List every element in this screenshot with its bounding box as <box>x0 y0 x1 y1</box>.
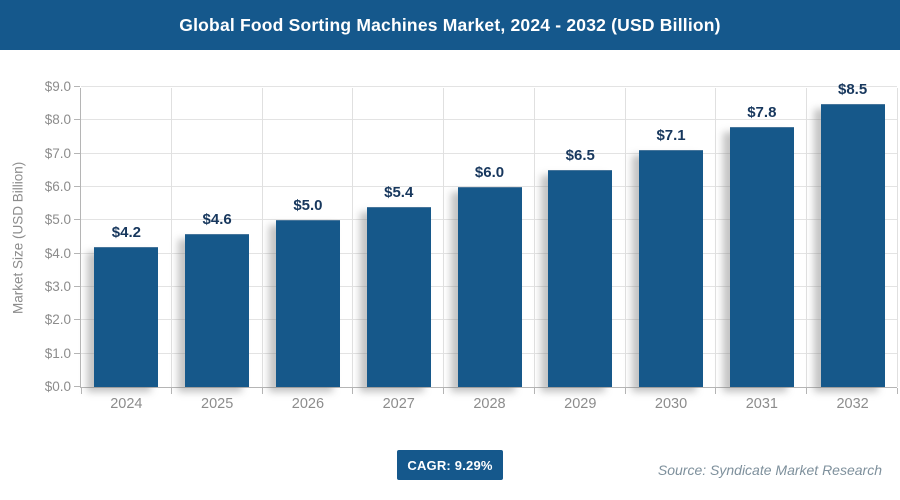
y-tick-label: $5.0 <box>44 212 71 228</box>
x-axis-tick <box>624 388 626 394</box>
y-axis-tick <box>74 119 80 121</box>
gridline-vertical <box>352 88 354 387</box>
y-axis-tick <box>74 252 80 254</box>
y-tick-label: $9.0 <box>44 79 71 94</box>
gridline-horizontal <box>81 119 897 121</box>
bar-value-label: $7.1 <box>656 127 686 145</box>
x-axis-tick <box>533 388 535 394</box>
gridline-vertical <box>170 88 172 387</box>
chart-title: Global Food Sorting Machines Market, 202… <box>179 14 721 35</box>
bar <box>185 233 250 387</box>
x-axis-tick <box>170 388 172 394</box>
gridline-vertical <box>443 88 445 387</box>
bar-value-label: $4.2 <box>111 224 141 241</box>
bar-value-label: $6.5 <box>565 147 595 165</box>
x-tick-label: 2031 <box>745 396 778 412</box>
y-axis-tick <box>74 152 80 154</box>
gridline-horizontal <box>81 186 897 187</box>
gridline-vertical <box>715 88 717 387</box>
gridline-vertical <box>897 88 898 387</box>
y-tick-label: $1.0 <box>44 345 71 361</box>
x-axis-tick <box>806 388 808 394</box>
y-tick-label: $4.0 <box>44 245 71 261</box>
bar-value-label: $7.8 <box>747 104 777 121</box>
bar-value-label: $5.0 <box>293 197 323 215</box>
y-tick-label: $7.0 <box>44 145 71 161</box>
x-axis-tick <box>352 388 354 394</box>
y-axis-tick <box>74 386 80 387</box>
bar <box>94 247 159 387</box>
y-axis-tick <box>74 186 80 187</box>
x-axis-tick <box>443 388 445 394</box>
bar <box>639 150 704 387</box>
bar-value-label: $8.5 <box>838 80 868 98</box>
y-tick-label: $2.0 <box>44 312 71 328</box>
plot-area: $0.0 $1.0 $2.0 $3.0 $4.0 $5.0 $6.0 $7.0 $8.0 $9.0… <box>45 79 898 412</box>
gridline-vertical <box>261 88 263 387</box>
x-tick-label: 2026 <box>291 396 325 412</box>
y-axis-tick <box>74 352 80 354</box>
y-axis-title: Market Size (USD Billion) <box>10 161 26 315</box>
y-tick-label: $0.0 <box>44 379 71 394</box>
gridline-horizontal <box>81 86 897 87</box>
gridline-vertical <box>533 88 535 387</box>
source-text: Source: Syndicate Market Research <box>657 462 882 478</box>
bar-value-label: $5.4 <box>384 184 414 201</box>
x-tick-label: 2027 <box>382 396 415 412</box>
bar <box>548 170 613 387</box>
x-tick-label: 2025 <box>201 396 234 412</box>
x-tick-label: 2030 <box>654 396 688 412</box>
bar-value-label: $6.0 <box>474 164 505 181</box>
bar <box>729 127 794 387</box>
x-axis-tick <box>897 388 898 394</box>
gridline-vertical <box>806 88 808 387</box>
gridline-vertical <box>624 88 626 387</box>
cagr-badge: CAGR: 9.29% <box>397 450 503 480</box>
x-tick-label: 2029 <box>564 396 597 412</box>
bar <box>457 187 522 387</box>
title-bar: Global Food Sorting Machines Market, 202… <box>0 0 900 50</box>
y-tick-label: $3.0 <box>44 279 71 294</box>
gridline-horizontal <box>81 152 897 154</box>
bar <box>275 220 340 387</box>
x-tick-label: 2028 <box>473 396 506 412</box>
y-axis-tick <box>74 219 80 221</box>
x-tick-label: 2024 <box>110 396 143 412</box>
x-tick-label: 2032 <box>836 396 869 412</box>
y-tick-label: $8.0 <box>44 112 71 128</box>
x-axis-tick <box>81 388 82 394</box>
bar-value-label: $4.6 <box>202 210 232 228</box>
y-axis-tick <box>74 286 80 287</box>
x-axis-tick <box>715 388 717 394</box>
y-axis-tick <box>74 86 80 87</box>
y-axis-tick <box>74 319 80 321</box>
bar <box>820 103 885 387</box>
x-axis-tick <box>261 388 263 394</box>
y-tick-label: $6.0 <box>44 179 71 194</box>
bar <box>366 207 431 387</box>
